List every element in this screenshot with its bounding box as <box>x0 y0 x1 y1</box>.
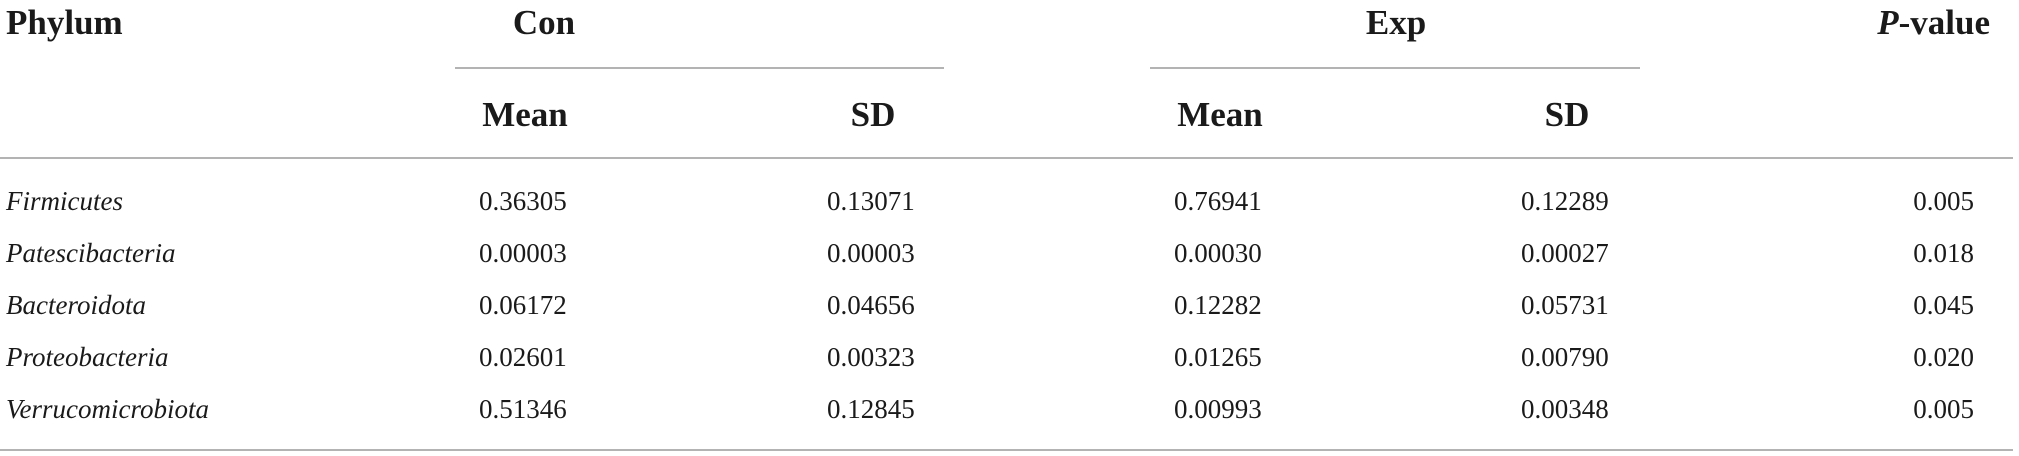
row-4-exp-sd: 0.00790 <box>1521 342 1609 372</box>
row-2-phylum: Patescibacteria <box>6 238 176 268</box>
row-3-p: 0.045 <box>1913 290 1974 320</box>
header-p-italic: P <box>1877 3 1899 42</box>
header-con-mean: Mean <box>482 95 568 134</box>
row-4-exp-mean: 0.01265 <box>1174 342 1262 372</box>
header-rule <box>0 157 2013 159</box>
row-5-p: 0.005 <box>1913 394 1974 424</box>
row-1-p: 0.005 <box>1913 186 1974 216</box>
header-group-exp: Exp <box>1365 3 1427 42</box>
header-p-suffix: -value <box>1898 3 1990 42</box>
row-4-con-mean: 0.02601 <box>479 342 567 372</box>
exp-group-rule <box>1150 67 1640 69</box>
row-2-p: 0.018 <box>1913 238 1974 268</box>
header-p-value: P-value <box>1877 5 1990 40</box>
row-5-con-mean: 0.51346 <box>479 394 567 424</box>
row-2-con-mean: 0.00003 <box>479 238 567 268</box>
row-1-exp-sd: 0.12289 <box>1521 186 1609 216</box>
header-exp-mean: Mean <box>1177 95 1263 134</box>
row-3-con-mean: 0.06172 <box>479 290 567 320</box>
row-5-exp-mean: 0.00993 <box>1174 394 1262 424</box>
row-1-phylum: Firmicutes <box>6 186 123 216</box>
row-3-con-sd: 0.04656 <box>827 290 915 320</box>
row-4-p: 0.020 <box>1913 342 1974 372</box>
header-exp-sd: SD <box>1544 95 1590 134</box>
header-group-con: Con <box>512 3 576 42</box>
row-1-con-sd: 0.13071 <box>827 186 915 216</box>
row-2-exp-mean: 0.00030 <box>1174 238 1262 268</box>
row-1-exp-mean: 0.76941 <box>1174 186 1262 216</box>
row-5-con-sd: 0.12845 <box>827 394 915 424</box>
row-4-phylum: Proteobacteria <box>6 342 169 372</box>
row-5-phylum: Verrucomicrobiota <box>6 394 209 424</box>
con-group-rule <box>455 67 944 69</box>
row-1-con-mean: 0.36305 <box>479 186 567 216</box>
row-3-exp-sd: 0.05731 <box>1521 290 1609 320</box>
row-3-phylum: Bacteroidota <box>6 290 146 320</box>
row-3-exp-mean: 0.12282 <box>1174 290 1262 320</box>
row-4-con-sd: 0.00323 <box>827 342 915 372</box>
header-phylum: Phylum <box>6 3 123 42</box>
table-bottom-rule <box>0 449 2013 451</box>
row-2-exp-sd: 0.00027 <box>1521 238 1609 268</box>
row-5-exp-sd: 0.00348 <box>1521 394 1609 424</box>
header-con-sd: SD <box>850 95 896 134</box>
row-2-con-sd: 0.00003 <box>827 238 915 268</box>
